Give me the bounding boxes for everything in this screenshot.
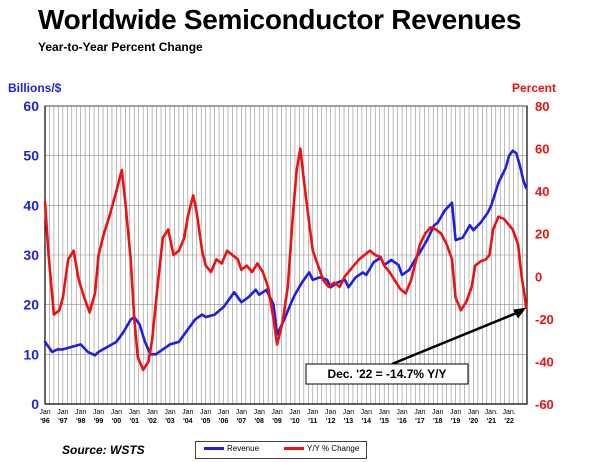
x-tick-label-month: Jan [146, 409, 157, 416]
x-tick-label-year: '10 [290, 418, 300, 425]
annotation-text: Dec. '22 = -14.7% Y/Y [327, 367, 446, 381]
left-tick-label: 60 [23, 98, 39, 114]
series-line-yoy [43, 147, 528, 372]
x-tick-label-month: Jan [271, 409, 282, 416]
x-tick-label-year: '15 [379, 418, 389, 425]
x-tick-label-year: '12 [326, 418, 336, 425]
x-tick-label-month: Jan [75, 409, 86, 416]
right-tick-label: 60 [535, 142, 549, 157]
x-tick-label-year: '18 [433, 418, 443, 425]
x-tick-label-year: '05 [201, 418, 211, 425]
right-tick-label: 40 [535, 184, 549, 199]
grid-layer [44, 105, 528, 405]
right-tick-label: 0 [535, 269, 542, 284]
x-tick-label-year: '02 [147, 418, 157, 425]
right-tick-label: -20 [535, 312, 554, 327]
chart-subtitle: Year-to-Year Percent Change [38, 40, 203, 54]
x-tick-label-year: '99 [94, 418, 104, 425]
legend-label-yoy: Y/Y % Change [307, 444, 360, 453]
x-tick-label-year: '21 [487, 418, 497, 425]
x-tick-label-month: Jan [129, 409, 140, 416]
x-tick-label-month: Jan [325, 409, 336, 416]
x-tick-label-month: Jan [396, 409, 407, 416]
x-tick-label-year: '96 [40, 418, 50, 425]
left-tick-label: 50 [23, 148, 39, 164]
x-tick-label-month: Jan [236, 409, 247, 416]
y-axis-left-title: Billions/$ [8, 81, 62, 95]
right-tick-label: -60 [535, 397, 554, 412]
x-tick-label-year: '14 [362, 418, 372, 425]
x-tick-label-year: '08 [254, 418, 264, 425]
x-tick-label-month: Jan [414, 409, 425, 416]
x-tick-label-month: Jan [164, 409, 175, 416]
left-tick-label: 30 [23, 247, 39, 263]
x-tick-label-month: Jan [254, 409, 265, 416]
x-tick-label-month: Jan [343, 409, 354, 416]
right-tick-label: 20 [535, 227, 549, 242]
legend-item-revenue: Revenue [204, 444, 259, 453]
y-axis-right-title: Percent [512, 81, 556, 95]
annotation-arrow-head [513, 307, 527, 319]
x-tick-label-month: Jan [111, 409, 122, 416]
x-tick-label-year: '13 [344, 418, 354, 425]
x-tick-label-month: Jan [289, 409, 300, 416]
x-tick-label-month: Jan [468, 409, 479, 416]
chart-title: Worldwide Semiconductor Revenues [38, 4, 522, 35]
x-tick-label-year: '20 [469, 418, 479, 425]
right-tick-label: -40 [535, 354, 554, 369]
series-layer [43, 147, 528, 372]
x-tick-label-year: '22 [504, 418, 514, 425]
legend-item-yoy: Y/Y % Change [284, 444, 359, 453]
x-tick-label-month: Jan. [503, 409, 516, 416]
source-note: Source: WSTS [62, 443, 145, 457]
x-tick-label-month: Jan [93, 409, 104, 416]
left-tick-label: 0 [31, 396, 39, 412]
right-tick-label: 80 [535, 99, 549, 114]
x-tick-label-month: Jan [218, 409, 229, 416]
legend-label-revenue: Revenue [227, 444, 260, 453]
x-tick-label-month: Jan [39, 409, 50, 416]
annotation-box [305, 363, 469, 385]
legend-swatch-yoy [284, 447, 304, 451]
x-tick-label-month: Jan [182, 409, 193, 416]
x-tick-label-year: '06 [219, 418, 229, 425]
axes-layer: 0 10 20 30 40 50 60 -60 -40 -20 0 20 40 60 80 Billions/… [8, 81, 556, 425]
left-tick-label: 20 [23, 297, 39, 313]
legend-swatch-revenue [204, 447, 224, 451]
x-tick-label-month: Jan [307, 409, 318, 416]
x-tick-label-month: Jan [200, 409, 211, 416]
x-tick-label-year: '97 [58, 418, 68, 425]
x-tick-label-month: Jan. [485, 409, 498, 416]
x-tick-label-year: '07 [237, 418, 247, 425]
x-tick-label-month: Jan [379, 409, 390, 416]
x-tick-label-month: Jan [57, 409, 68, 416]
x-tick-label-year: '16 [397, 418, 407, 425]
left-tick-label: 10 [23, 346, 39, 362]
x-tick-label-month: Jan [450, 409, 461, 416]
x-tick-label-year: '19 [451, 418, 461, 425]
x-tick-label-year: '04 [183, 418, 193, 425]
x-tick-label-year: '03 [165, 418, 175, 425]
x-tick-label-year: '17 [415, 418, 425, 425]
x-tick-label-year: '01 [130, 418, 140, 425]
annotation-arrow-line [391, 310, 521, 366]
x-tick-label-year: '11 [308, 418, 317, 425]
x-tick-label-year: '98 [76, 418, 86, 425]
legend: Revenue Y/Y % Change [195, 441, 367, 459]
x-tick-label-month: Jan [361, 409, 372, 416]
x-tick-label-month: Jan [432, 409, 443, 416]
x-tick-label-year: '00 [112, 418, 122, 425]
left-tick-label: 40 [23, 197, 39, 213]
x-tick-label-year: '09 [272, 418, 282, 425]
annotation-layer: Dec. '22 = -14.7% Y/Y [305, 307, 527, 385]
